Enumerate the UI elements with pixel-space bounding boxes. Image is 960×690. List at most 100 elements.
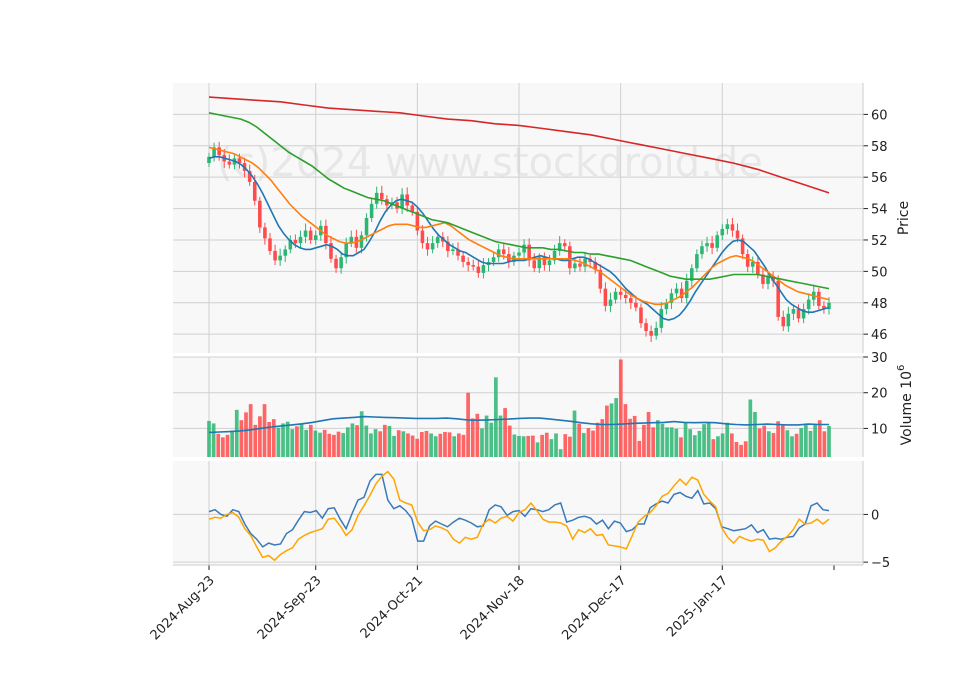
- candle: [720, 224, 725, 240]
- volume-bar: [655, 420, 660, 457]
- candle: [654, 321, 658, 340]
- candle: [806, 293, 811, 315]
- candle: [822, 301, 826, 314]
- volume-bar: [230, 430, 234, 457]
- candle: [710, 236, 714, 255]
- candle: [796, 304, 801, 323]
- volume-bar: [364, 425, 369, 457]
- volume-bar: [827, 425, 831, 457]
- candle: [278, 248, 282, 266]
- volume-bar: [799, 428, 804, 457]
- candle: [562, 239, 567, 252]
- volume-bar: [526, 435, 531, 457]
- volume-bar: [285, 421, 290, 457]
- volume-bar: [762, 425, 767, 457]
- volume-bar: [669, 427, 674, 457]
- volume-bar: [808, 430, 813, 457]
- candle: [791, 305, 796, 321]
- candle: [435, 232, 440, 248]
- volume-bar: [586, 428, 591, 457]
- volume-bar: [382, 424, 387, 457]
- candle: [578, 257, 582, 272]
- candle: [349, 230, 354, 248]
- candle: [405, 187, 409, 212]
- candle: [608, 292, 613, 313]
- y-tick-label: 20: [871, 387, 888, 402]
- volume-bar: [794, 433, 799, 457]
- candle: [334, 254, 338, 273]
- y-tick-label: 0: [871, 508, 879, 523]
- volume-bar: [591, 430, 595, 457]
- candle: [664, 298, 669, 315]
- volume-bar: [535, 442, 540, 457]
- volume-bar: [410, 435, 415, 457]
- candle: [522, 239, 526, 259]
- volume-bar: [406, 433, 410, 457]
- volume-bar: [433, 436, 438, 457]
- candle: [227, 154, 232, 169]
- candle: [740, 234, 745, 259]
- volume-bar: [424, 430, 429, 457]
- candle: [781, 310, 786, 332]
- volume-bar: [790, 436, 794, 457]
- candle: [603, 282, 608, 312]
- volume-bar: [521, 436, 526, 457]
- volume-bar: [767, 431, 771, 457]
- volume-bar: [429, 433, 433, 457]
- volume-bar: [540, 434, 544, 457]
- volume-bar: [271, 419, 276, 457]
- candle: [288, 235, 293, 254]
- volume-bar: [674, 428, 679, 457]
- candle: [649, 325, 653, 343]
- volume-bar: [484, 415, 489, 457]
- volume-bar: [804, 423, 808, 457]
- candle: [456, 242, 460, 261]
- volume-axis-label: Volume 106: [896, 365, 915, 446]
- x-tick-label: 2024-Oct-21: [358, 573, 426, 641]
- volume-bar: [369, 433, 373, 457]
- candle: [369, 198, 374, 222]
- volume-bar: [720, 433, 725, 457]
- volume-bar: [355, 425, 359, 457]
- volume-ma-line: [208, 415, 829, 434]
- candle: [207, 152, 211, 167]
- volume-bar: [396, 430, 401, 457]
- candle: [618, 287, 623, 300]
- volume-bar: [688, 429, 693, 457]
- candle: [481, 258, 486, 279]
- volume-bar: [785, 430, 790, 457]
- candle: [329, 236, 333, 263]
- macd-line: [208, 473, 830, 548]
- volume-bar: [822, 431, 827, 457]
- oscillator-lines: [208, 470, 830, 562]
- y-tick-label: 30: [871, 351, 888, 366]
- candle: [745, 249, 750, 273]
- volume-bar: [628, 418, 632, 457]
- volume-bar: [739, 444, 743, 457]
- candle: [552, 244, 557, 265]
- volume-bar: [415, 438, 420, 457]
- volume-bar: [443, 432, 447, 457]
- x-tick-label: 2024-Sep-23: [255, 573, 325, 643]
- volume-bar: [757, 428, 762, 457]
- volume-bar: [438, 433, 443, 457]
- volume-bar: [392, 435, 396, 457]
- y-tick-label: 52: [871, 234, 888, 249]
- y-tick-label: 56: [871, 171, 888, 186]
- candle: [827, 297, 831, 315]
- y-tick-label: 48: [871, 297, 888, 312]
- volume-bar: [753, 412, 757, 457]
- volume-bar: [544, 432, 549, 457]
- volume-bar: [373, 429, 378, 457]
- candle: [639, 303, 643, 328]
- volume-bar: [697, 430, 702, 457]
- volume-bar: [452, 436, 457, 457]
- volume-bar: [618, 359, 623, 457]
- volume-bar: [318, 432, 322, 457]
- sma-50-line: [208, 112, 830, 290]
- volume-bar: [239, 420, 244, 457]
- candle: [247, 164, 252, 186]
- sma-200-line: [208, 96, 830, 194]
- volume-average: [208, 415, 829, 434]
- volume-bar: [512, 434, 517, 457]
